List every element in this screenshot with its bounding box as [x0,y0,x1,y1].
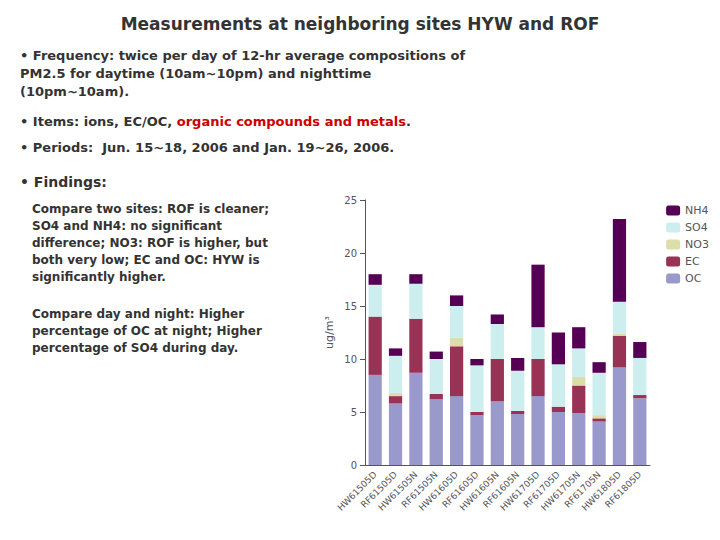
svg-text:significantly higher.: significantly higher. [32,270,166,284]
svg-text:• Items: ions, EC/OC,: • Items: ions, EC/OC, [20,114,177,129]
svg-text:Measurements at neighboring si: Measurements at neighboring sites HYW an… [121,14,600,34]
svg-text:EC: EC [685,255,700,268]
svg-text:HW61505N: HW61505N [376,469,420,513]
svg-text:SO4: SO4 [685,221,708,234]
svg-text:OC: OC [685,272,702,285]
svg-text:PM2.5 for daytime (10am~10pm): PM2.5 for daytime (10am~10pm) and nightt… [20,66,371,81]
svg-text:RF61705N: RF61705N [562,469,603,510]
svg-text:HW61605N: HW61605N [457,469,501,513]
svg-text:(10pm~10am).: (10pm~10am). [20,84,129,99]
svg-text:5: 5 [351,407,357,418]
svg-text:Compare day and night: Higher: Compare day and night: Higher [32,307,244,321]
svg-text:difference; NO3: ROF is higher: difference; NO3: ROF is higher, but [32,236,268,250]
svg-text:RF61605D: RF61605D [440,469,481,510]
svg-text:RF61505D: RF61505D [358,469,400,510]
svg-text:20: 20 [344,248,357,259]
svg-text:organic compounds and metals: organic compounds and metals [177,114,407,129]
svg-text:.: . [406,114,411,129]
svg-text:percentage of SO4 during day.: percentage of SO4 during day. [32,341,238,355]
svg-text:RF61605N: RF61605N [481,469,522,510]
svg-text:HW61705N: HW61705N [539,469,583,513]
svg-text:HW61805D: HW61805D [579,469,623,513]
svg-text:15: 15 [344,301,357,312]
svg-text:both very low; EC and OC: HYW: both very low; EC and OC: HYW is [32,253,260,267]
svg-text:NH4: NH4 [685,204,709,217]
svg-text:• Periods: Jun. 15~18, 2006 a: • Periods: Jun. 15~18, 2006 and Jan. 19~… [20,140,394,155]
svg-text:Compare two sites: ROF is clea: Compare two sites: ROF is cleaner; [32,202,269,216]
svg-text:• Frequency: twice per day of: • Frequency: twice per day of 12-hr aver… [20,48,465,63]
svg-text:HW61505D: HW61505D [335,469,379,513]
svg-text:0: 0 [351,460,357,471]
svg-text:10: 10 [344,354,357,365]
svg-text:SO4 and NH4: no significant: SO4 and NH4: no significant [32,219,222,233]
svg-text:25: 25 [344,195,357,206]
svg-text:percentage of OC at night; Hig: percentage of OC at night; Higher [32,324,262,338]
svg-text:RF61505N: RF61505N [399,469,440,510]
svg-text:RF61805D: RF61805D [603,469,643,509]
svg-text:• Findings:: • Findings: [20,174,107,190]
svg-text:HW61705D: HW61705D [498,469,542,513]
svg-text:RF61705D: RF61705D [521,469,562,510]
svg-text:NO3: NO3 [685,238,709,251]
svg-text:HW61605D: HW61605D [416,469,461,513]
svg-text:ug/m³: ug/m³ [323,316,336,349]
